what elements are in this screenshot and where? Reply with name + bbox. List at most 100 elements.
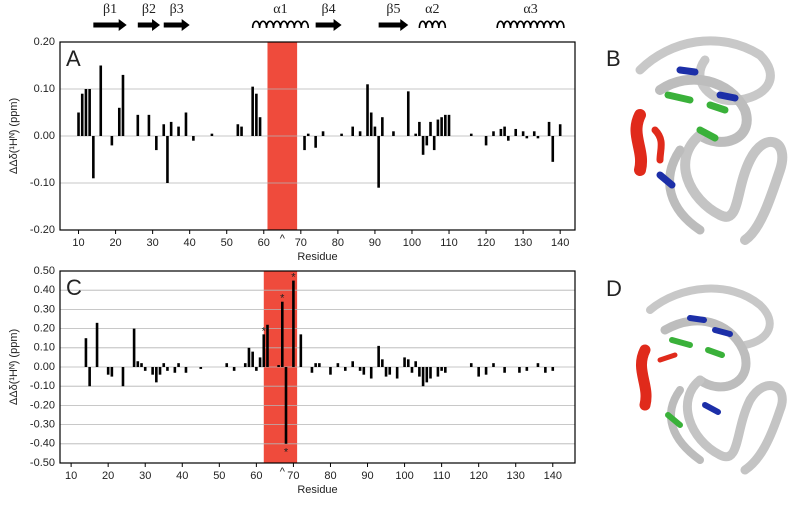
x-tick-label: 110 (433, 470, 451, 482)
bar (492, 363, 495, 367)
structure-b (630, 36, 788, 245)
x-axis-label: Residue (297, 484, 337, 496)
bar (558, 124, 562, 136)
bar (140, 363, 143, 367)
helix (251, 20, 310, 29)
x-tick-label: 30 (147, 237, 159, 249)
y-tick-label: -0.20 (30, 224, 55, 236)
x-tick-label: 80 (324, 470, 336, 482)
bar (440, 117, 443, 136)
plot-frame (59, 41, 576, 231)
x-tick-label: 110 (440, 237, 458, 249)
strand (93, 19, 127, 31)
bar (373, 126, 377, 136)
y-tick-label: -0.30 (30, 419, 55, 431)
bar (384, 367, 388, 377)
x-tick-label: 40 (176, 470, 188, 482)
bar (303, 136, 306, 151)
bar (343, 367, 347, 371)
strand (378, 19, 409, 31)
bar (251, 351, 254, 367)
ss-label: α3 (523, 2, 537, 17)
bar (440, 367, 443, 371)
bar (514, 128, 518, 136)
plot-frame (59, 270, 576, 464)
bar (314, 136, 317, 148)
bar (469, 133, 473, 136)
bar (99, 65, 103, 136)
bar (503, 126, 506, 136)
x-tick-label: 40 (184, 237, 196, 249)
bar (429, 121, 432, 136)
y-tick-label: -0.10 (30, 177, 55, 189)
bar (425, 367, 429, 383)
y-tick-label: 0.30 (34, 303, 55, 315)
bar (80, 93, 84, 136)
bar (155, 367, 158, 383)
bar (351, 361, 354, 367)
x-tick-label: 140 (544, 470, 562, 482)
bar (162, 363, 166, 367)
bar (518, 367, 521, 373)
y-tick-label: 0.10 (34, 342, 55, 354)
x-tick-label: 10 (72, 237, 84, 249)
bar (403, 357, 406, 367)
bar (410, 367, 414, 373)
bar (310, 367, 314, 373)
y-tick-label: 0.20 (34, 323, 55, 335)
bar (369, 112, 373, 136)
x-tick-label: 50 (213, 470, 225, 482)
bar (484, 367, 488, 375)
panel-label: D (606, 276, 622, 301)
ss-label: β4 (322, 2, 336, 17)
bar (362, 367, 366, 375)
bar (88, 89, 91, 136)
bar (418, 121, 421, 136)
bar (177, 363, 180, 367)
bar (247, 347, 251, 367)
bar (262, 334, 266, 367)
chart: -0.20 -0.10 0.00 0.10 0.20 10 20 30 40 50 60 70 80 90… (8, 2, 576, 263)
ss-label: β1 (103, 2, 117, 17)
y-tick-label: -0.10 (30, 380, 55, 392)
bar (521, 131, 525, 136)
bar (95, 322, 99, 367)
y-tick-label: 0.50 (34, 265, 55, 277)
x-tick-label: 100 (395, 470, 413, 482)
x-tick-label: 130 (514, 237, 532, 249)
bar (525, 136, 529, 139)
bar (358, 367, 362, 371)
bar (414, 361, 417, 367)
bar (166, 367, 169, 371)
panel-label: B (606, 46, 621, 71)
bar (281, 301, 284, 367)
ss-label: α2 (425, 2, 439, 17)
bar (184, 367, 188, 373)
bar (547, 121, 551, 136)
bar (421, 367, 425, 387)
bar (284, 367, 288, 444)
bar (121, 74, 125, 136)
bar (551, 367, 555, 371)
bar (162, 124, 166, 136)
bar (232, 367, 236, 371)
bar (306, 133, 310, 136)
bar (292, 280, 295, 367)
bar (536, 136, 540, 139)
bar (277, 365, 280, 367)
bar (499, 128, 503, 136)
bar (255, 93, 258, 136)
ss-label: β5 (386, 2, 400, 17)
bar (266, 324, 269, 367)
bar (84, 89, 88, 136)
bar (251, 86, 254, 136)
y-tick-label: 0.00 (34, 130, 55, 142)
bar (143, 367, 147, 371)
bar (414, 133, 417, 136)
bar (381, 117, 384, 136)
bar (425, 136, 429, 146)
bar (240, 126, 243, 136)
bar (392, 131, 395, 136)
bar (169, 121, 173, 136)
